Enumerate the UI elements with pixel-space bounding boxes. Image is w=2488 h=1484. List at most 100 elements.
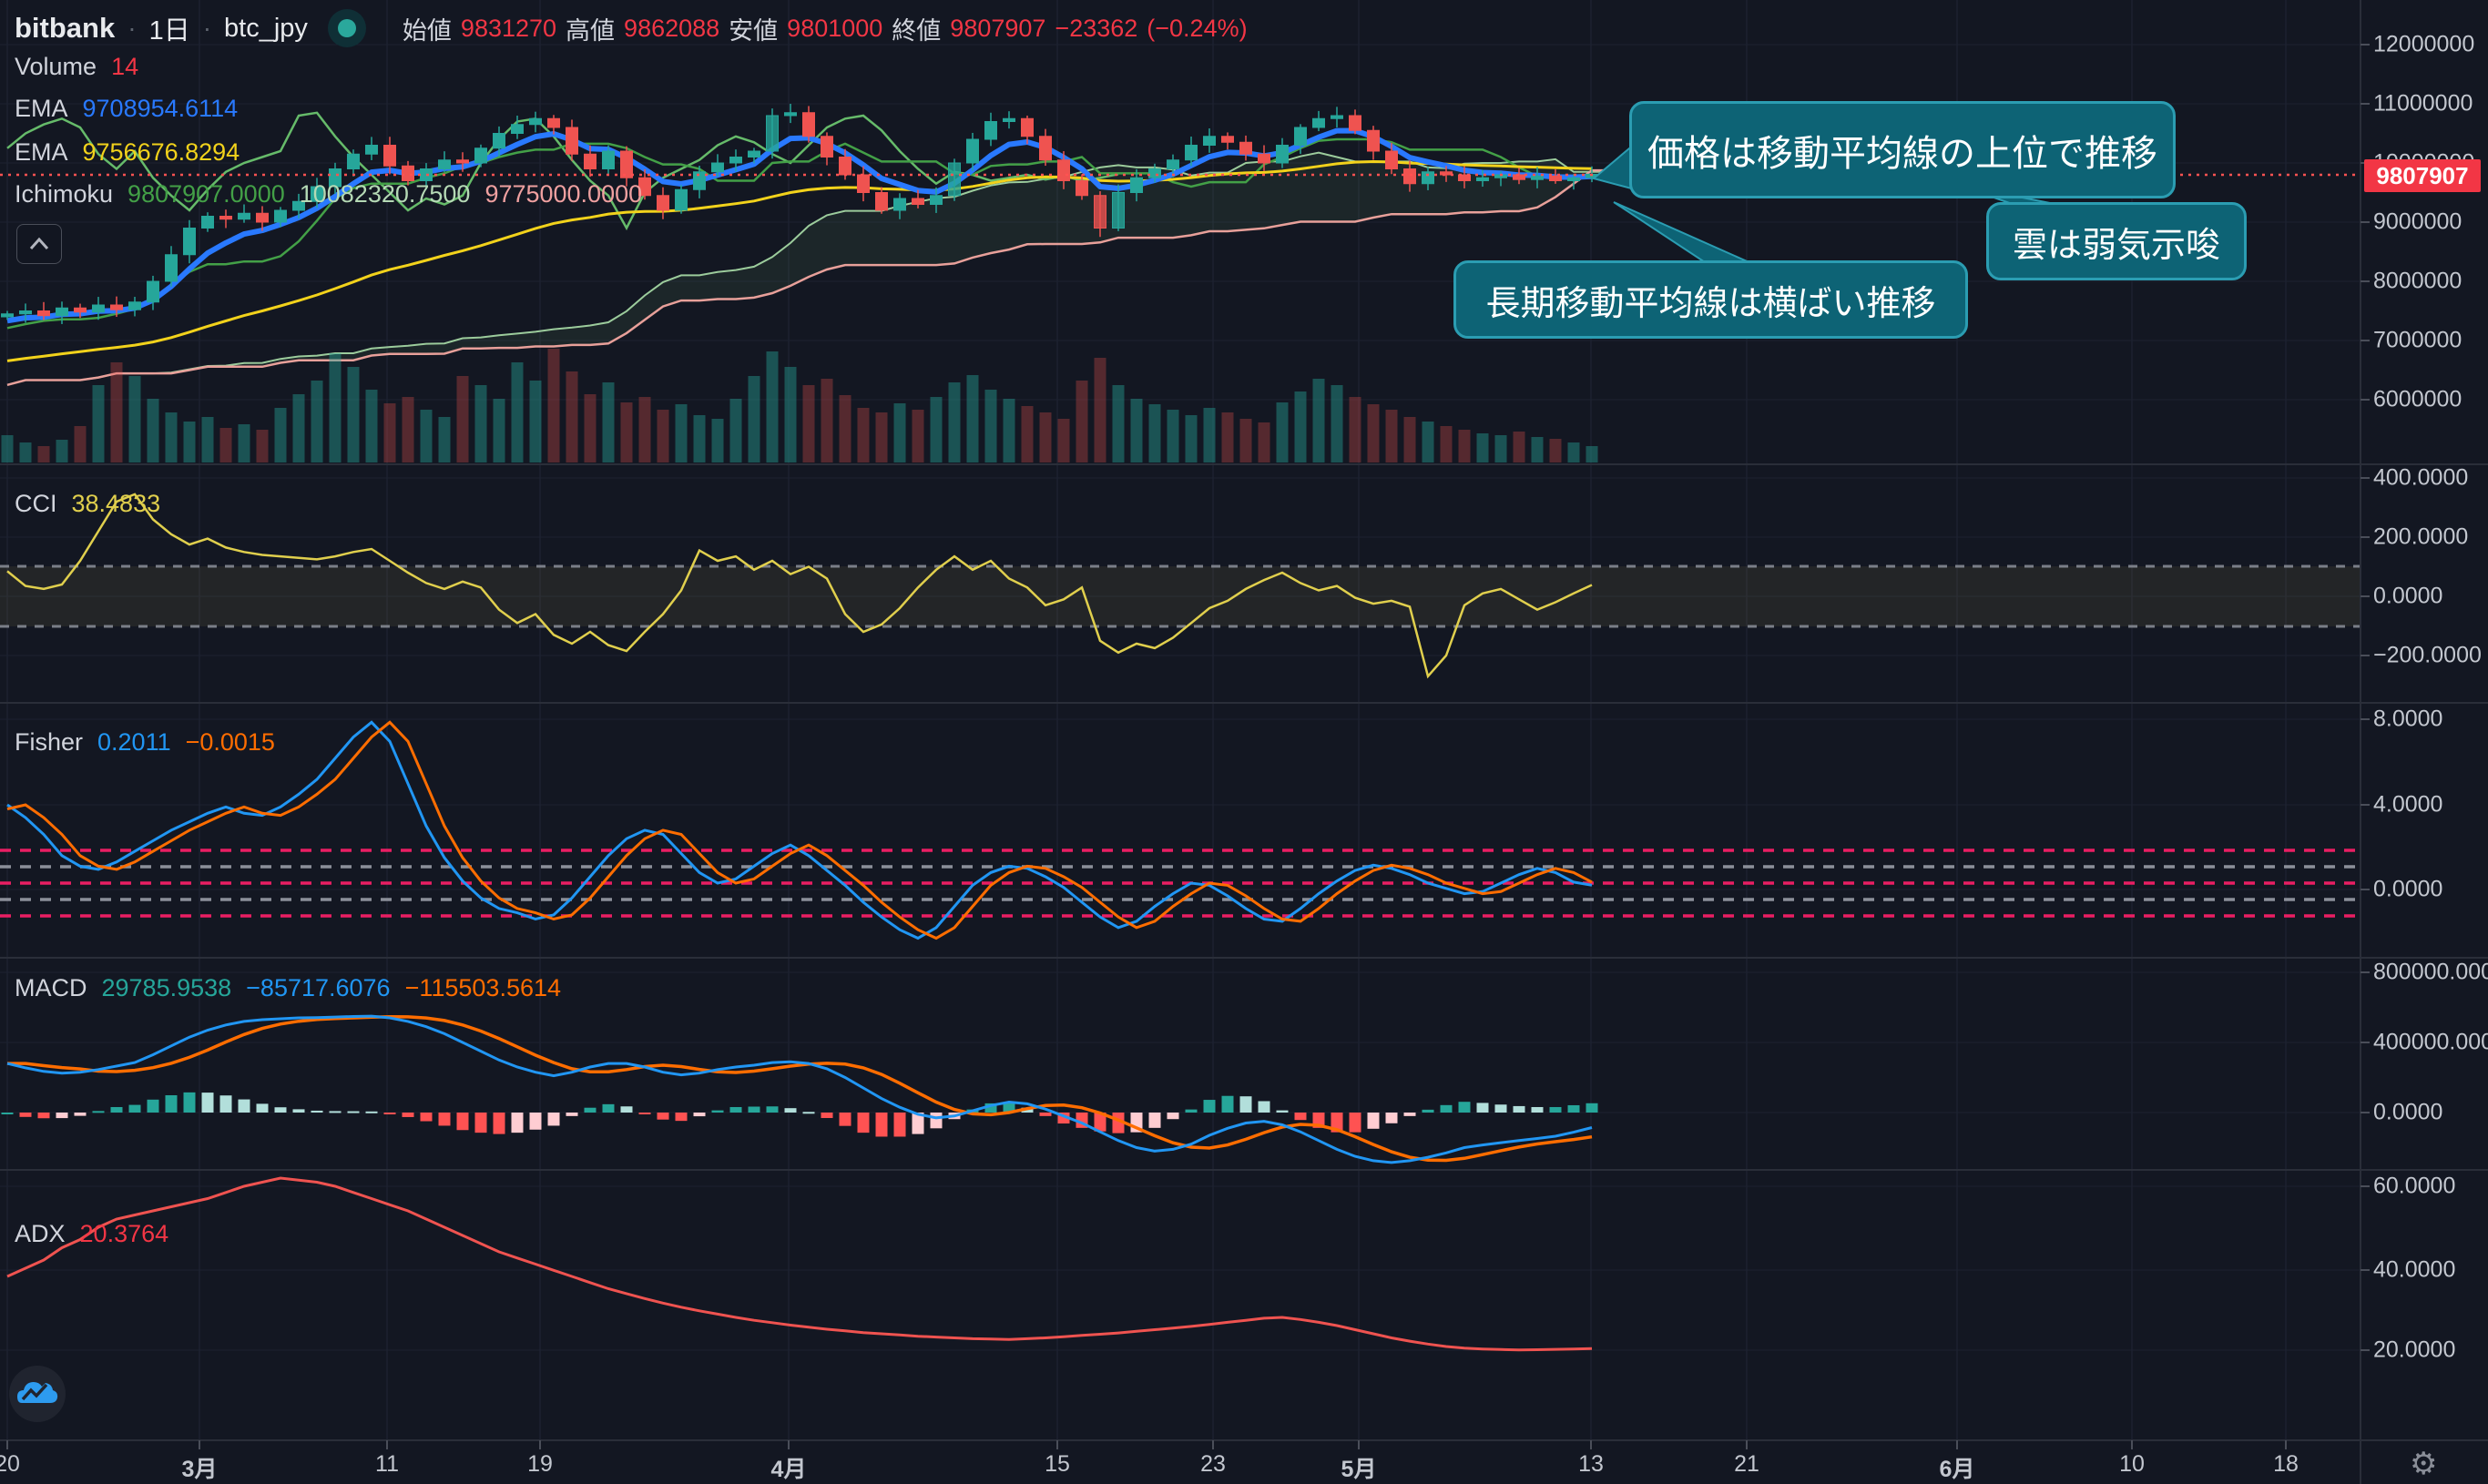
time-axis-label: 6月	[1939, 1457, 1975, 1482]
axis-label-fisher: 4.0000	[2373, 791, 2443, 818]
fisher-indicator-label[interactable]: Fisher	[15, 728, 84, 756]
change-percent: (−0.24%)	[1147, 14, 1248, 42]
ema-slow-line	[6, 159, 1593, 362]
candlestick-series	[1, 104, 1598, 324]
annotation-text: 価格は移動平均線の上位で推移	[1647, 133, 2157, 174]
cci-value: 38.4833	[71, 490, 161, 517]
macd-histogram	[1, 1092, 1598, 1137]
legend-cci: CCI 38.4833	[15, 490, 160, 518]
axis-label-cci: 400.0000	[2373, 464, 2469, 491]
ichimoku-tenkan-line	[6, 137, 1593, 330]
annotation-price-above-ma[interactable]: 価格は移動平均線の上位で推移	[1629, 101, 2176, 198]
last-price-badge: 9807907	[2364, 159, 2481, 192]
close-label: 終値	[892, 16, 942, 45]
ema-fast-indicator-label[interactable]: EMA	[15, 95, 68, 122]
macd-line-value: −85717.6076	[246, 974, 391, 1001]
axis-label-fisher: 0.0000	[2373, 876, 2443, 902]
volume-indicator-label[interactable]: Volume	[15, 53, 97, 80]
pane-collapse-button[interactable]	[16, 224, 62, 264]
axis-label-macd: 800000.0000	[2373, 959, 2488, 985]
time-axis-label: 3月	[181, 1457, 218, 1482]
symbol-name[interactable]: bitbank	[15, 12, 116, 44]
time-axis-settings-button[interactable]: ⚙	[2410, 1447, 2438, 1481]
time-axis-label: 18	[2273, 1451, 2299, 1477]
axis-label-cci: −200.0000	[2373, 642, 2482, 668]
fisher-trigger-line	[6, 720, 1593, 940]
annotation-text: 雲は弱気示唆	[2012, 226, 2220, 265]
legend-volume: Volume 14	[15, 53, 138, 81]
macd-signal-value: −115503.5614	[404, 974, 562, 1001]
axis-label-macd: 400000.0000	[2373, 1029, 2488, 1055]
time-axis-label: 19	[527, 1451, 553, 1477]
fisher-value: 0.2011	[97, 728, 171, 756]
axis-label-price: 8000000	[2373, 268, 2463, 294]
axis-label-cci: 0.0000	[2373, 583, 2443, 609]
axis-label-price: 12000000	[2373, 31, 2475, 57]
axis-label-price: 9000000	[2373, 208, 2463, 235]
fisher-trigger-value: −0.0015	[185, 728, 275, 756]
adx-line	[6, 1176, 1593, 1352]
change-value: −23362	[1055, 14, 1138, 42]
ichimoku-indicator-label[interactable]: Ichimoku	[15, 180, 114, 208]
legend-ichimoku: Ichimoku 9807907.0000 10082320.7500 9775…	[15, 180, 642, 208]
ema-fast-line	[6, 127, 1593, 324]
open-label: 始値	[402, 16, 452, 45]
ohlc-readout: 始値 9831270 高値 9862088 安値 9801000 終値 9807907 …	[403, 11, 1248, 46]
ema-fast-value: 9708954.6114	[82, 95, 239, 122]
axis-label-adx: 60.0000	[2373, 1173, 2456, 1199]
time-axis-label: 21	[1734, 1451, 1759, 1477]
cci-band	[0, 566, 2361, 626]
axis-label-price: 11000000	[2373, 90, 2473, 117]
ichimoku-value-3: 9775000.0000	[484, 180, 643, 208]
ichimoku-value-2: 10082320.7500	[299, 180, 471, 208]
macd-line	[6, 1014, 1593, 1164]
legend-ema-slow: EMA 9756676.8294	[15, 138, 240, 167]
time-axis-label: 5月	[1341, 1457, 1377, 1482]
timeframe-selector[interactable]: 1日	[148, 16, 190, 46]
area-chart-icon	[9, 1366, 66, 1422]
cci-indicator-label[interactable]: CCI	[15, 490, 57, 517]
time-axis-label: 15	[1045, 1451, 1070, 1477]
axis-label-macd: 0.0000	[2373, 1099, 2443, 1125]
time-axis-label: 13	[1578, 1451, 1604, 1477]
time-axis-label: 11	[375, 1451, 399, 1477]
pair-name[interactable]: btc_jpy	[224, 13, 308, 43]
time-axis-label: 10	[2119, 1451, 2145, 1477]
axis-label-price: 7000000	[2373, 327, 2463, 353]
axis-label-adx: 40.0000	[2373, 1256, 2456, 1283]
annotation-text: 長期移動平均線は横ばい推移	[1485, 284, 1936, 323]
low-label: 安値	[729, 16, 779, 45]
high-label: 高値	[566, 16, 616, 45]
close-value: 9807907	[950, 14, 1046, 42]
legend-macd: MACD 29785.9538 −85717.6076 −115503.5614	[15, 974, 561, 1002]
legend-fisher: Fisher 0.2011 −0.0015	[15, 728, 275, 757]
adx-indicator-label[interactable]: ADX	[15, 1220, 66, 1247]
ichimoku-chikou-line	[6, 111, 1119, 231]
annotation-bearish-cloud[interactable]: 雲は弱気示唆	[1986, 202, 2247, 280]
ichimoku-value-1: 9807907.0000	[127, 180, 285, 208]
axis-label-cci: 200.0000	[2373, 523, 2469, 550]
market-status-icon	[327, 9, 366, 47]
chevron-up-icon	[29, 237, 49, 250]
open-value: 9831270	[460, 14, 557, 42]
separator-dot: ·	[202, 14, 212, 42]
axis-label-fisher: 8.0000	[2373, 706, 2443, 732]
adx-value: 20.3764	[79, 1220, 169, 1247]
volume-value: 14	[111, 53, 139, 80]
legend-ema-fast: EMA 9708954.6114	[15, 95, 238, 123]
legend-adx: ADX 20.3764	[15, 1220, 168, 1248]
time-axis-label: 4月	[770, 1457, 807, 1482]
annotation-flat-longterm-ma[interactable]: 長期移動平均線は横ばい推移	[1453, 260, 1968, 339]
ema-slow-indicator-label[interactable]: EMA	[15, 138, 68, 166]
low-value: 9801000	[787, 14, 883, 42]
chart-style-button[interactable]	[9, 1366, 66, 1427]
volume-bars	[1, 349, 1598, 462]
chart-header: bitbank · 1日 · btc_jpy 始値 9831270 高値 98620…	[15, 9, 1248, 47]
macd-histogram-value: 29785.9538	[101, 974, 232, 1001]
cci-line	[6, 493, 1593, 679]
macd-indicator-label[interactable]: MACD	[15, 974, 87, 1001]
time-axis-label: 20	[0, 1451, 20, 1477]
axis-label-price: 6000000	[2373, 386, 2463, 412]
